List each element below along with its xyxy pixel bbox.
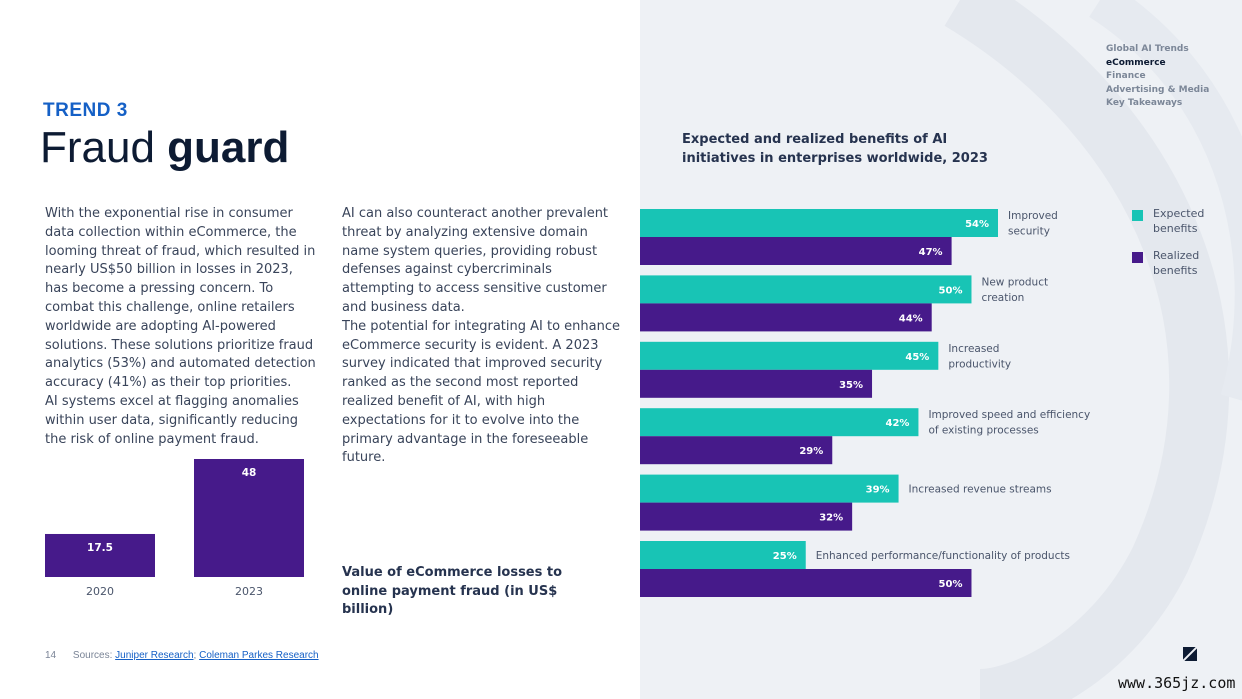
realized-bar xyxy=(640,369,873,398)
expected-bar xyxy=(640,209,998,237)
legend-label-realized: Realized benefits xyxy=(1153,249,1200,277)
category-label: 2020 xyxy=(86,585,114,598)
body-column-1: With the exponential rise in consumer da… xyxy=(45,205,320,449)
brand-slash-icon xyxy=(1183,647,1197,661)
page-number: 14 xyxy=(45,650,57,661)
section-nav: Global AI Trends eCommerce Finance Adver… xyxy=(1106,43,1209,111)
expected-bar xyxy=(640,474,899,503)
bar-2023 xyxy=(194,459,304,577)
expected-bar xyxy=(640,275,972,304)
chart-legend: Expected benefits Realized benefits xyxy=(1132,206,1222,290)
bar-value-label: 42% xyxy=(886,418,910,429)
bar-value-label: 32% xyxy=(819,513,843,524)
bar-value-label: 45% xyxy=(905,352,929,363)
bar-value-label: 29% xyxy=(799,446,823,457)
bar-value-label: 50% xyxy=(939,579,963,590)
category-label: Improved speed and efficiency of existing… xyxy=(928,409,1090,437)
legend-swatch-realized xyxy=(1132,252,1143,263)
sources-separator: ; xyxy=(193,650,200,661)
category-label: Increased productivity xyxy=(948,343,1011,371)
realized-bar xyxy=(640,303,932,332)
trend-label: TREND 3 xyxy=(43,100,128,121)
source-link-juniper[interactable]: Juniper Research xyxy=(115,650,194,661)
body-paragraph: AI can also counteract another prevalent… xyxy=(342,206,609,315)
body-column-2: AI can also counteract another prevalent… xyxy=(342,205,622,468)
legend-item-realized: Realized benefits xyxy=(1132,248,1222,278)
nav-item-ecommerce[interactable]: eCommerce xyxy=(1106,57,1166,68)
bar-value-label: 44% xyxy=(899,313,923,324)
benefits-chart-title: Expected and realized benefits of AI ini… xyxy=(682,132,988,166)
footer: 14 Sources: Juniper Research; Coleman Pa… xyxy=(45,650,319,661)
sources-label: Sources: xyxy=(72,650,116,661)
bar-value-label: 25% xyxy=(773,551,797,562)
realized-bar xyxy=(640,569,972,597)
page-title: Fraud guard xyxy=(40,123,290,172)
bar-value-label: 47% xyxy=(919,247,943,258)
title-bold: guard xyxy=(167,123,290,172)
realized-bar xyxy=(640,502,853,531)
expected-bar xyxy=(640,408,919,437)
realized-bar xyxy=(640,237,952,265)
source-link-coleman-parkes[interactable]: Coleman Parkes Research xyxy=(199,650,319,661)
bar-value-label: 50% xyxy=(939,285,963,296)
legend-item-expected: Expected benefits xyxy=(1132,206,1222,236)
bar-value-label: 48 xyxy=(242,467,257,479)
expected-bar xyxy=(640,341,939,370)
title-light: Fraud xyxy=(40,123,168,172)
bar-value-label: 35% xyxy=(839,380,863,391)
body-paragraph: With the exponential rise in consumer da… xyxy=(45,206,316,391)
body-paragraph: AI systems excel at flagging anomalies w… xyxy=(45,393,299,447)
fraud-losses-chart-caption: Value of eCommerce losses to online paym… xyxy=(342,565,563,617)
expected-bar xyxy=(640,541,806,569)
nav-item-global-ai-trends[interactable]: Global AI Trends xyxy=(1106,44,1189,54)
bar-value-label: 39% xyxy=(866,485,890,496)
legend-swatch-expected xyxy=(1132,210,1143,221)
body-paragraph: The potential for integrating AI to enha… xyxy=(342,318,620,466)
nav-item-key-takeaways[interactable]: Key Takeaways xyxy=(1106,98,1183,109)
category-label: New product creation xyxy=(981,276,1048,304)
nav-item-advertising-media[interactable]: Advertising & Media xyxy=(1106,84,1210,95)
ai-benefits-bar-chart: 54% 47% Improved security 50% 44% New product c… xyxy=(640,209,1090,597)
realized-bar xyxy=(640,436,833,465)
background-swirl xyxy=(944,0,1242,699)
fraud-losses-bar-chart: 17.5 2020 48 2023 xyxy=(45,459,304,598)
category-label: Increased revenue streams xyxy=(909,484,1052,496)
watermark: www.365jz.com xyxy=(1118,674,1236,692)
category-label: Enhanced performance/functionality of pr… xyxy=(816,550,1070,562)
bar-value-label: 54% xyxy=(965,219,989,230)
nav-item-finance[interactable]: Finance xyxy=(1106,71,1146,82)
category-label: Improved security xyxy=(1008,210,1058,238)
category-label: 2023 xyxy=(235,585,263,598)
legend-label-expected: Expected benefits xyxy=(1153,207,1205,235)
bar-value-label: 17.5 xyxy=(87,542,113,554)
bar-2020 xyxy=(45,533,155,577)
